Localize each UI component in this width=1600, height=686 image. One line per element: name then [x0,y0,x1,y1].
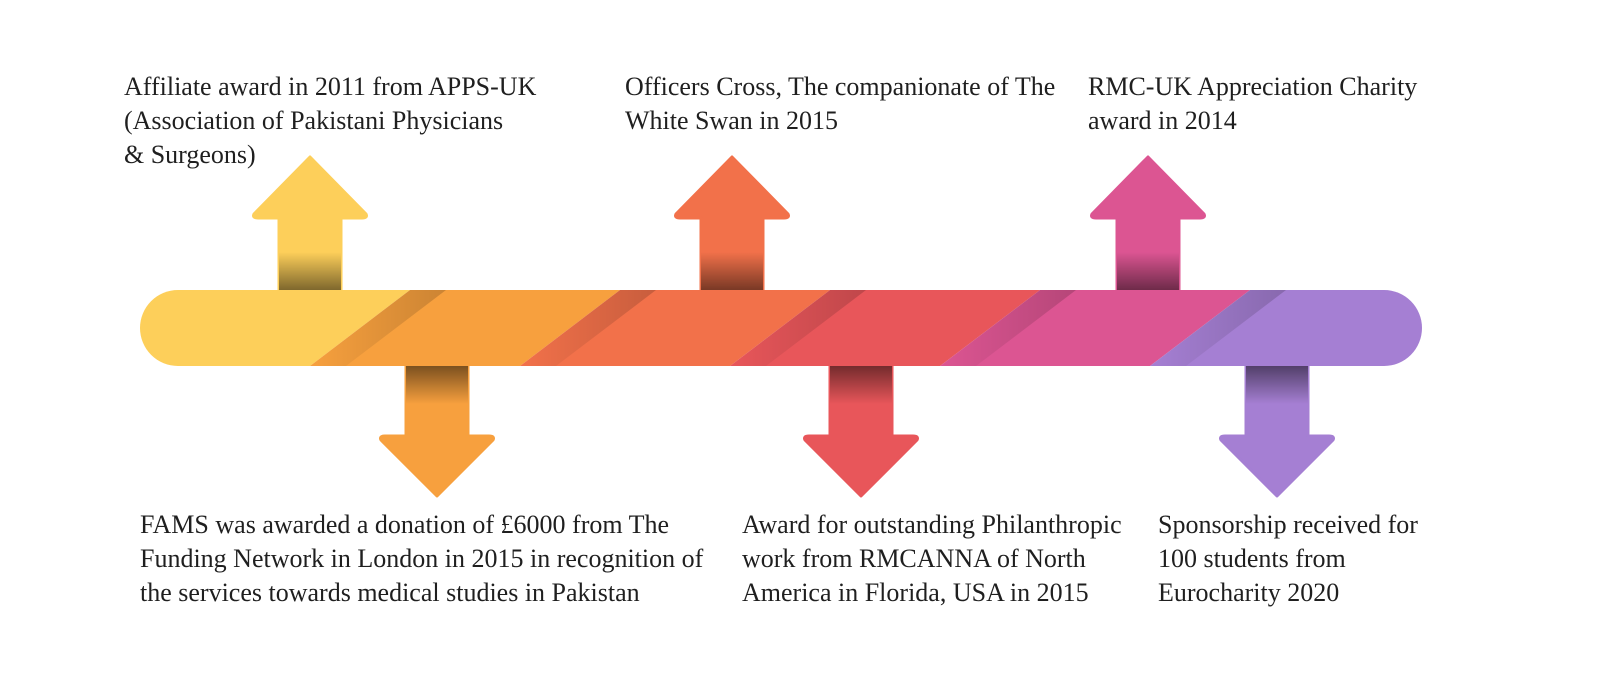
milestone-4-text: Award for outstanding Philanthropic work… [742,510,1122,607]
bar-seam-shadow-2 [520,290,656,366]
milestone-arrow-4 [803,360,919,498]
bar-seam-shadow-3 [730,290,866,366]
bar-seam-shadow-1 [310,290,446,366]
milestone-1-text: Affiliate award in 2011 from APPS-UK (As… [124,72,537,169]
milestone-arrow-6 [1219,360,1335,498]
bar-seam-shadow-5 [1150,290,1286,366]
milestone-arrow-1 [252,155,368,296]
milestone-3-text: Officers Cross, The companionate of The … [625,72,1056,135]
milestone-arrow-2 [379,360,495,498]
milestone-6-text: Sponsorship received for 100 students fr… [1158,510,1418,607]
milestone-arrow-5 [1090,155,1206,296]
timeline-bar [140,290,1422,366]
milestone-5-text: RMC-UK Appreciation Charity award in 201… [1088,72,1418,135]
bar-seam-shadow-4 [940,290,1076,366]
milestone-arrow-3 [674,155,790,296]
milestone-2-text: FAMS was awarded a donation of £6000 fro… [140,510,704,607]
bar-segment-1 [140,290,410,366]
arrows-layer [252,155,1335,498]
